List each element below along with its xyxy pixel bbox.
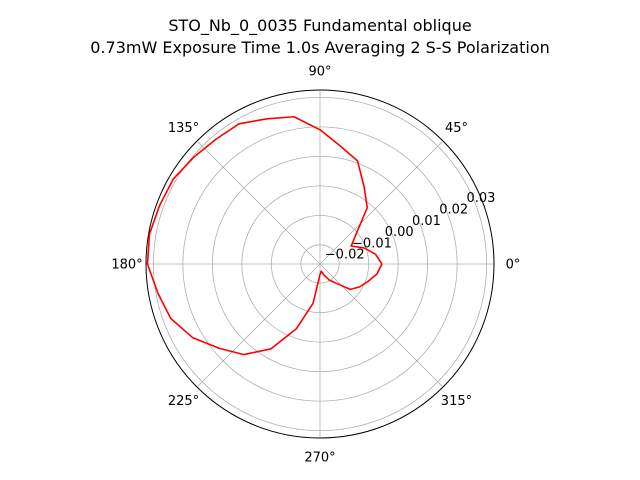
grid-layer — [145, 89, 495, 439]
theta-grid-line — [196, 140, 321, 265]
r-tick-label: 0.02 — [439, 203, 468, 218]
r-tick-label: −0.02 — [325, 248, 365, 263]
theta-tick-label: 270° — [304, 451, 335, 466]
polar-frame — [145, 89, 495, 439]
r-tick-label: −0.01 — [352, 236, 392, 251]
theta-grid-line — [196, 263, 321, 388]
theta-tick-label: 0° — [506, 258, 521, 273]
chart-title-line-2: 0.73mW Exposure Time 1.0s Averaging 2 S-… — [90, 38, 550, 57]
theta-tick-label: 315° — [441, 394, 472, 409]
r-tick-label: 0.01 — [412, 214, 441, 229]
r-tick-label: 0.03 — [466, 191, 495, 206]
theta-grid-line — [319, 263, 444, 388]
chart-title-line-1: STO_Nb_0_0035 Fundamental oblique — [168, 16, 471, 36]
theta-grid-line — [319, 140, 444, 265]
theta-tick-label: 180° — [111, 258, 142, 273]
theta-tick-label: 225° — [168, 394, 199, 409]
r-tick-label: 0.00 — [385, 225, 414, 240]
series-layer — [146, 115, 383, 356]
theta-tick-label: 135° — [168, 121, 199, 136]
label-layer: 0°45°90°135°180°225°270°315°−0.02−0.010.… — [111, 65, 520, 466]
theta-tick-label: 45° — [445, 121, 468, 136]
theta-tick-label: 90° — [308, 65, 331, 80]
